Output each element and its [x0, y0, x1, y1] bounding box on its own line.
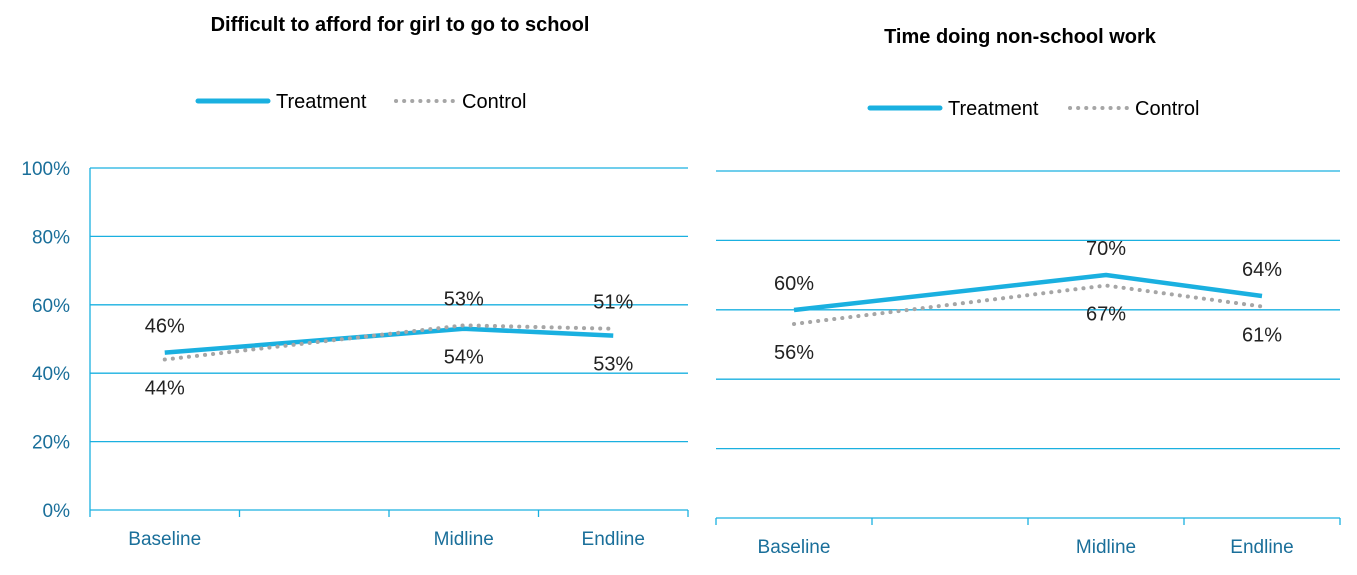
chart1-data-label-treatment: 53% [444, 288, 484, 310]
chart1-data-label-control: 44% [145, 378, 185, 400]
chart1-data-label-control: 54% [444, 347, 484, 369]
chart1-series-control-line [162, 323, 616, 362]
chart2-legend-control-label: Control [1135, 98, 1199, 120]
chart1-data-label-treatment: 46% [145, 316, 185, 338]
chart2-data-label-treatment: 70% [1086, 238, 1126, 260]
chart1-category-label: Midline [434, 529, 494, 550]
chart2-data-label-control: 61% [1242, 325, 1282, 347]
chart-2-title: Time doing non-school work [884, 26, 1156, 48]
chart1-legend-control-label: Control [462, 91, 526, 113]
chart2-data-label-treatment: 64% [1242, 259, 1282, 281]
chart1-y-tick-label: 80% [32, 227, 70, 248]
chart2-data-label-control: 67% [1086, 304, 1126, 326]
chart1-y-tick-label: 0% [43, 501, 71, 522]
chart2-data-label-treatment: 60% [774, 273, 814, 295]
chart2-category-label: Baseline [758, 537, 831, 558]
chart1-category-label: Baseline [128, 529, 201, 550]
chart2-category-label: Endline [1230, 537, 1293, 558]
chart1-series-treatment-line [164, 326, 614, 355]
chart1-legend-treatment-label: Treatment [276, 91, 367, 113]
chart2-series-control-line [792, 283, 1264, 326]
chart-1-title: Difficult to afford for girl to go to sc… [210, 14, 590, 36]
chart1-y-tick-label: 60% [32, 296, 70, 317]
chart1-y-tick-label: 100% [21, 159, 70, 180]
chart2-legend-treatment-label: Treatment [948, 98, 1039, 120]
chart1-category-label: Endline [582, 529, 645, 550]
chart1-data-label-treatment: 51% [593, 292, 633, 314]
chart1-y-tick-label: 40% [32, 364, 70, 385]
chart1-y-tick-label: 20% [32, 433, 70, 454]
chart2-data-label-control: 56% [774, 342, 814, 364]
chart2-series-treatment-line [793, 272, 1263, 313]
chart1-data-label-control: 53% [593, 354, 633, 376]
chart2-category-label: Midline [1076, 537, 1136, 558]
